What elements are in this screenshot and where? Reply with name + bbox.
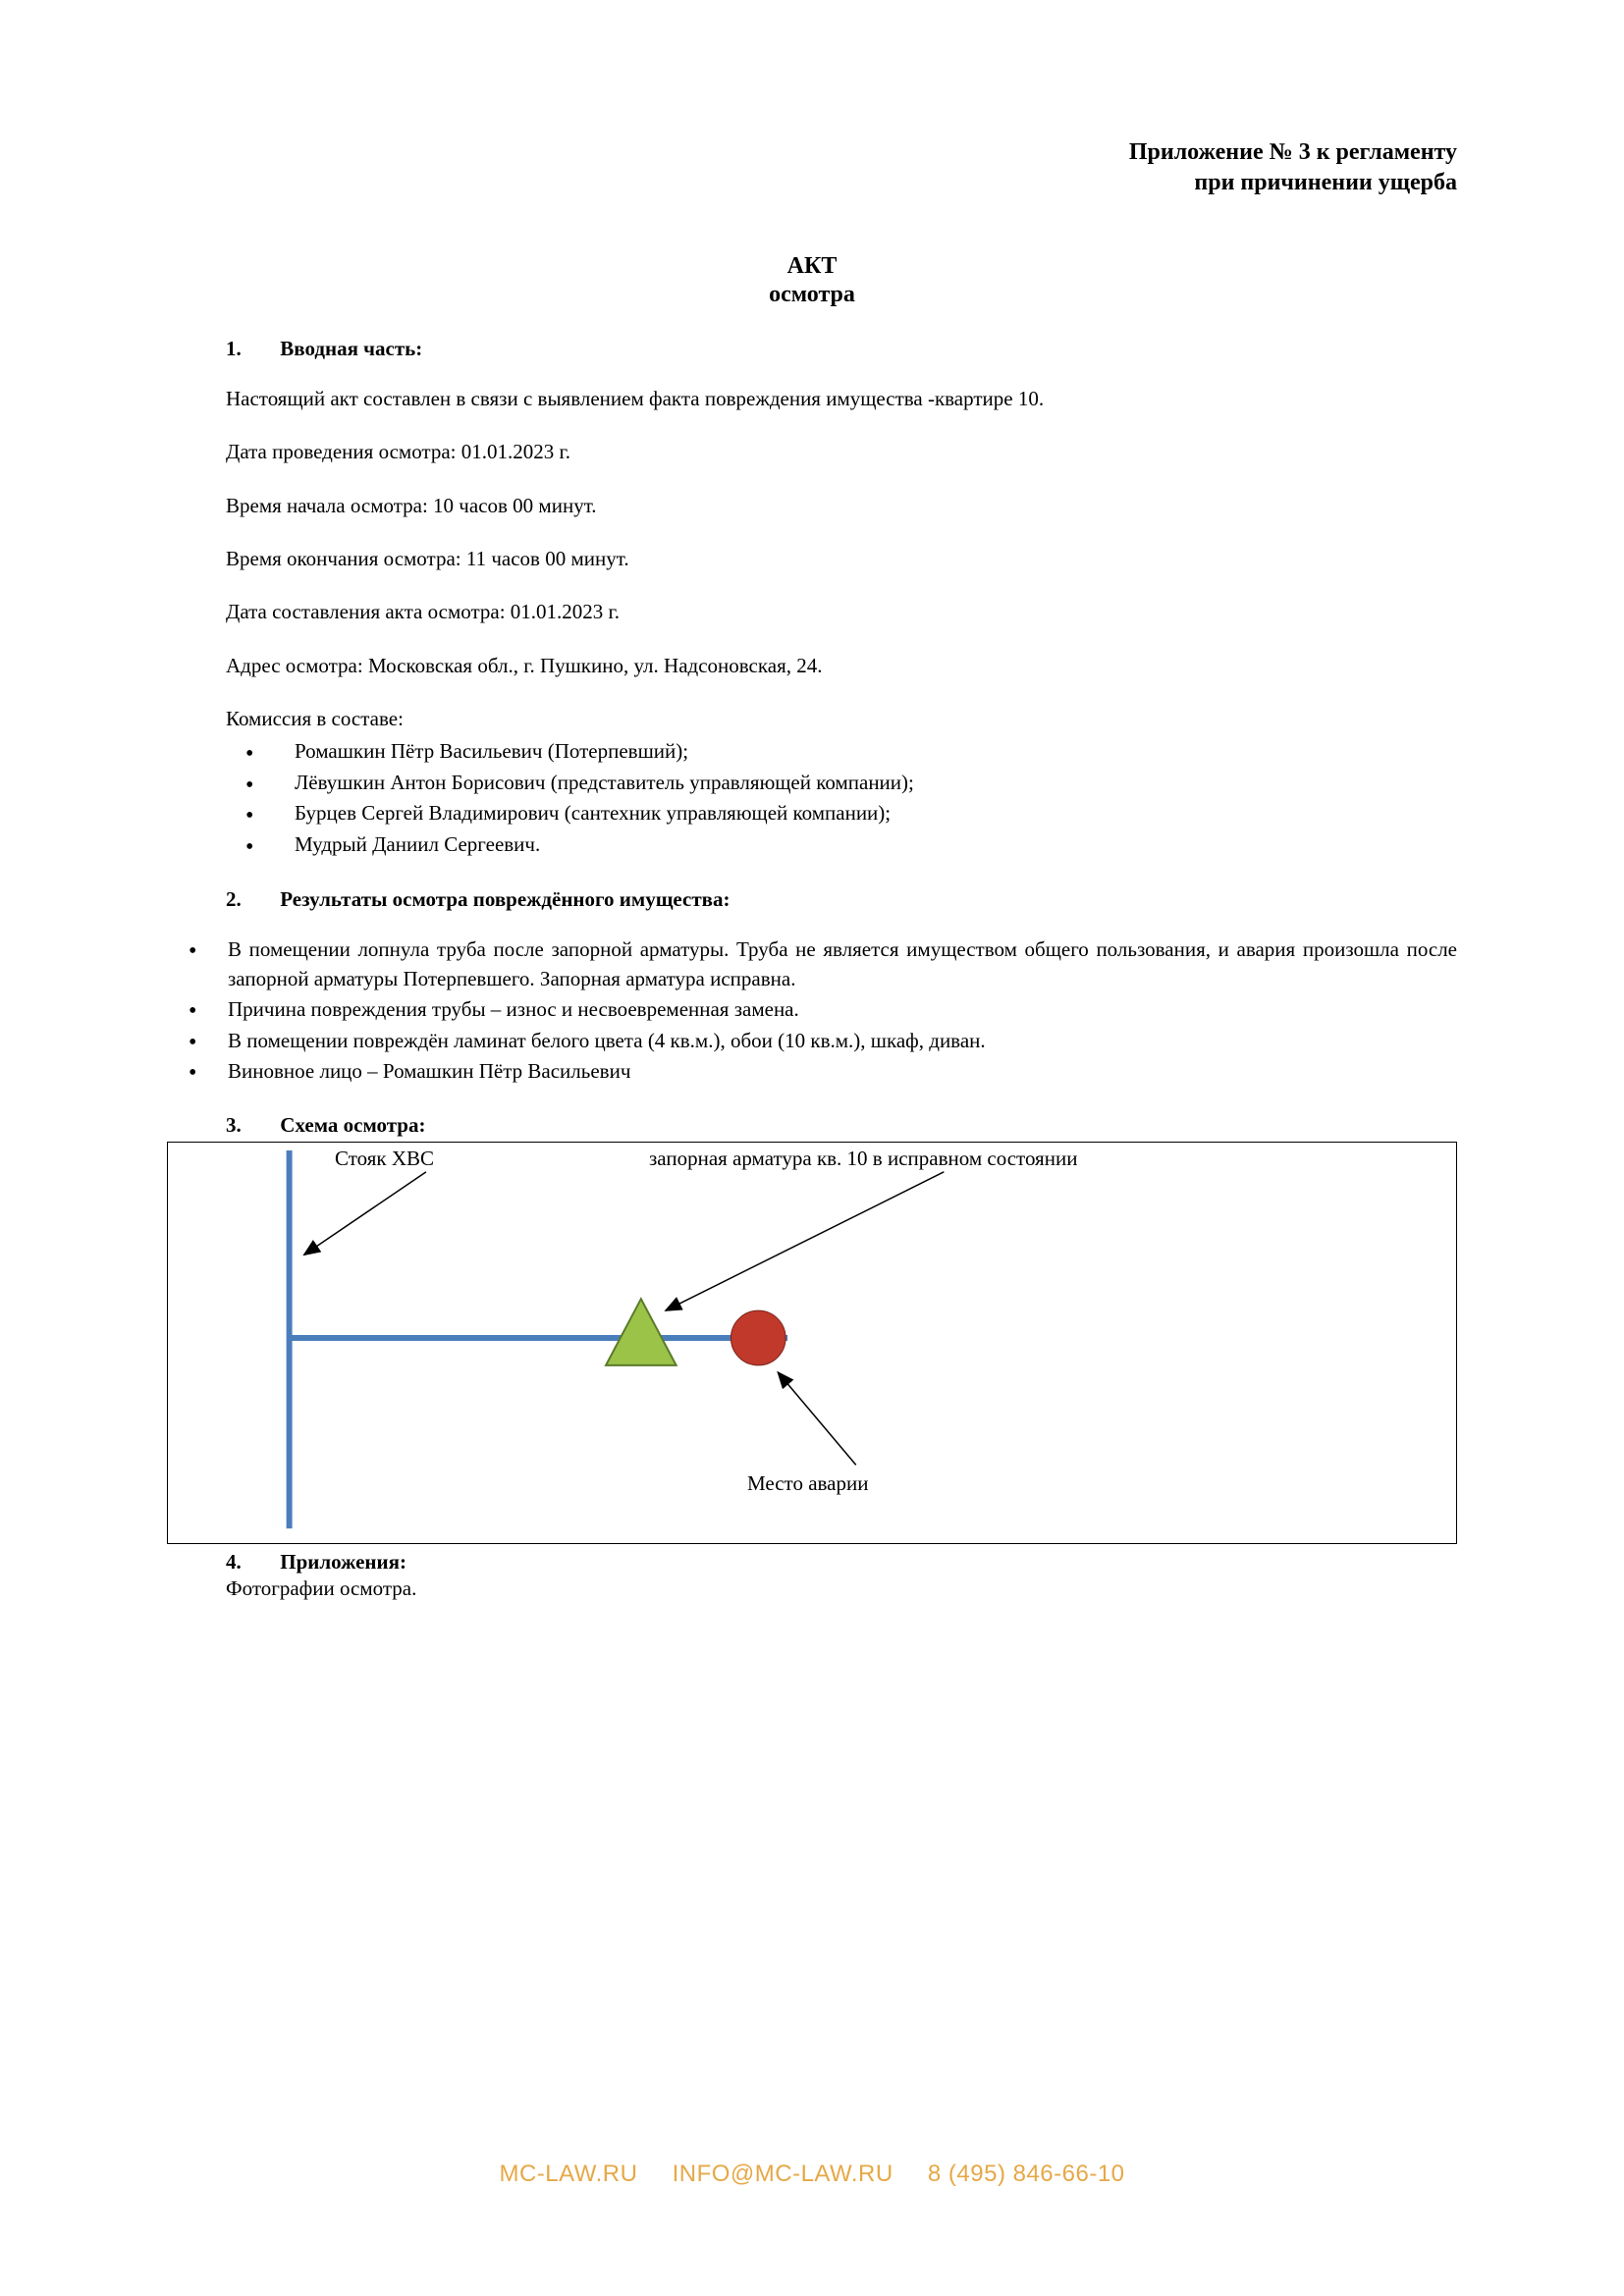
section-2-num: 2.	[226, 887, 275, 912]
end-time: Время окончания осмотра: 11 часов 00 мин…	[167, 545, 1457, 572]
commission-member: Мудрый Даниил Сергеевич.	[245, 829, 1457, 861]
commission-member: Бурцев Сергей Владимирович (сантехник уп…	[245, 798, 1457, 829]
attachments-text: Фотографии осмотра.	[226, 1576, 1457, 1601]
inspection-date: Дата проведения осмотра: 01.01.2023 г.	[167, 438, 1457, 465]
act-date: Дата составления акта осмотра: 01.01.202…	[167, 598, 1457, 625]
section-1-heading: 1. Вводная часть:	[226, 337, 1457, 361]
section-4-title: Приложения:	[280, 1550, 406, 1574]
section-3-num: 3.	[226, 1113, 275, 1138]
result-item: В помещении лопнула труба после запорной…	[189, 935, 1457, 993]
section-3-title: Схема осмотра:	[280, 1113, 425, 1137]
label-valve: запорная арматура кв. 10 в исправном сос…	[649, 1147, 1077, 1171]
inspection-address: Адрес осмотра: Московская обл., г. Пушки…	[167, 652, 1457, 679]
section-4-heading: 4. Приложения:	[226, 1550, 1457, 1575]
footer-email: INFO@MC-LAW.RU	[673, 2161, 893, 2187]
result-item: В помещении повреждён ламинат белого цве…	[189, 1027, 1457, 1055]
commission-list: Ромашкин Пётр Васильевич (Потерпевший); …	[245, 736, 1457, 860]
arrow-to-riser	[304, 1172, 426, 1255]
header-line1: Приложение № 3 к регламенту	[167, 137, 1457, 168]
commission-member: Лёвушкин Антон Борисович (представитель …	[245, 768, 1457, 799]
footer-site: MC-LAW.RU	[499, 2161, 637, 2187]
header-line2: при причинении ущерба	[167, 168, 1457, 198]
arrow-to-accident	[778, 1372, 856, 1466]
arrow-to-valve	[666, 1172, 945, 1310]
results-list: В помещении лопнула труба после запорной…	[189, 935, 1457, 1086]
scheme-diagram: Стояк ХВС запорная арматура кв. 10 в исп…	[167, 1142, 1457, 1544]
label-riser: Стояк ХВС	[335, 1147, 434, 1171]
commission-label: Комиссия в составе:	[167, 705, 1457, 732]
section-4-num: 4.	[226, 1550, 275, 1575]
footer-phone: 8 (495) 846-66-10	[928, 2161, 1125, 2187]
start-time: Время начала осмотра: 10 часов 00 минут.	[167, 492, 1457, 519]
accident-circle-icon	[731, 1310, 785, 1365]
title-line2: осмотра	[167, 281, 1457, 309]
title-line1: АКТ	[167, 252, 1457, 281]
valve-triangle-icon	[606, 1300, 677, 1366]
result-item: Виновное лицо – Ромашкин Пётр Васильевич	[189, 1057, 1457, 1086]
section-2-heading: 2. Результаты осмотра повреждённого имущ…	[226, 887, 1457, 912]
document-title: АКТ осмотра	[167, 252, 1457, 309]
section-3-heading: 3. Схема осмотра:	[226, 1113, 1457, 1138]
page-footer: MC-LAW.RU INFO@MC-LAW.RU 8 (495) 846-66-…	[0, 2161, 1624, 2188]
section-1-title: Вводная часть:	[280, 337, 422, 360]
section-2-title: Результаты осмотра повреждённого имущест…	[280, 887, 730, 911]
appendix-header: Приложение № 3 к регламенту при причинен…	[167, 137, 1457, 198]
intro-paragraph: Настоящий акт составлен в связи с выявле…	[167, 385, 1457, 412]
commission-member: Ромашкин Пётр Васильевич (Потерпевший);	[245, 736, 1457, 768]
pipe-group	[290, 1150, 788, 1528]
section-1-num: 1.	[226, 337, 275, 361]
label-accident: Место аварии	[747, 1471, 868, 1496]
result-item: Причина повреждения трубы – износ и несв…	[189, 995, 1457, 1024]
